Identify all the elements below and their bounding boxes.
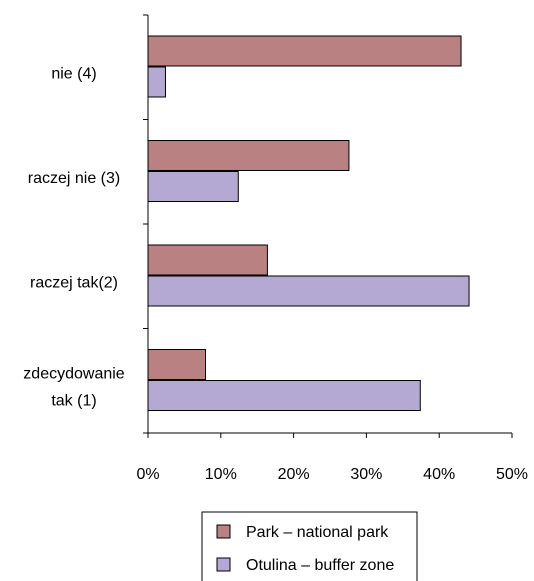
x-tick-label: 10% — [205, 466, 237, 483]
category-label: raczej tak(2) — [30, 274, 118, 291]
labels-layer: 0% 10% 20% 30% 40% 50% nie (4) raczej nie (3) ra… — [23, 65, 528, 483]
axes-layer — [143, 14, 513, 438]
legend: Park – national park Otulina – buffer zon… — [201, 511, 418, 581]
category-label: raczej nie (3) — [28, 170, 120, 187]
bar-series-1-cat-1 — [147, 35, 462, 67]
category-label-line: zdecydowanie — [23, 365, 125, 382]
bar-series-2-cat-1 — [147, 66, 166, 98]
category-label: zdecydowanie tak (1) — [23, 365, 125, 409]
legend-label: Otulina – buffer zone — [246, 557, 394, 574]
legend-swatch — [216, 557, 231, 572]
bar-series-2-cat-2 — [147, 171, 239, 202]
x-tick-label: 0% — [136, 466, 159, 483]
bar-series-2-cat-4 — [147, 380, 421, 411]
legend-swatch — [216, 524, 231, 539]
x-tick-label: 50% — [496, 466, 528, 483]
legend-label: Park – national park — [246, 524, 389, 541]
bar-series-2-cat-3 — [147, 275, 470, 307]
bar-series-1-cat-2 — [147, 140, 350, 171]
x-tick-label: 30% — [350, 466, 382, 483]
x-tick-label: 20% — [278, 466, 310, 483]
category-label-line: raczej tak(2) — [30, 274, 118, 291]
legend-box — [201, 511, 418, 581]
bars-layer — [147, 35, 470, 411]
category-label-line: raczej nie (3) — [28, 170, 120, 187]
bar-series-1-cat-4 — [147, 349, 207, 380]
category-label-line: nie (4) — [51, 65, 96, 82]
x-tick-label: 40% — [423, 466, 455, 483]
bar-series-1-cat-3 — [147, 244, 268, 276]
category-label-line: tak (1) — [51, 392, 96, 409]
category-label: nie (4) — [51, 65, 96, 82]
